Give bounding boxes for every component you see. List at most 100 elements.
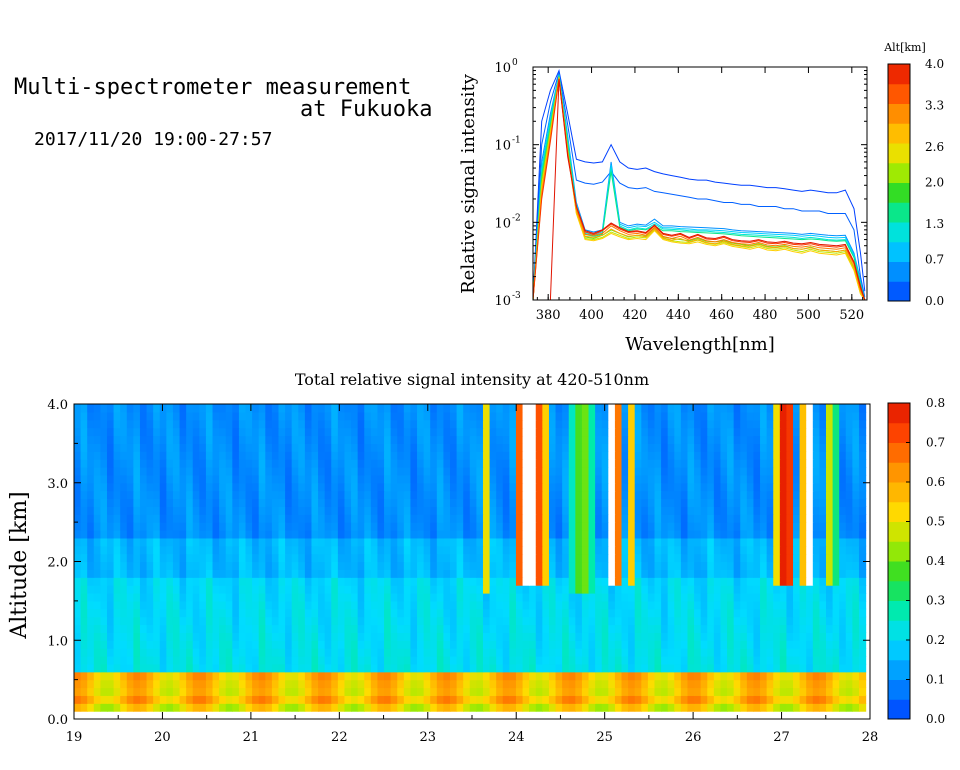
- heatmap-cell: [489, 679, 497, 689]
- heatmap-cell: [291, 687, 299, 696]
- heatmap-cell: [364, 656, 372, 665]
- heatmap-cell: [245, 467, 253, 476]
- heatmap-cell: [852, 482, 860, 492]
- heatmap-cell: [819, 585, 827, 594]
- heatmap-cell: [826, 600, 834, 610]
- heatmap-cell: [509, 451, 517, 460]
- heatmap-cell: [707, 569, 715, 578]
- heatmap-cell: [806, 482, 814, 492]
- heatmap-cell: [100, 585, 108, 594]
- heatmap-cell: [443, 585, 451, 594]
- heatmap-cell: [700, 656, 708, 665]
- heatmap-cell: [219, 703, 227, 712]
- heatmap-cell: [93, 443, 101, 452]
- heatmap-cell: [364, 585, 372, 594]
- heatmap-cell: [337, 427, 346, 437]
- heatmap-cell: [430, 663, 438, 673]
- heatmap-cell: [852, 443, 860, 452]
- heatmap-cell: [139, 608, 148, 618]
- heatmap-cell: [192, 561, 200, 570]
- heatmap-cell: [753, 537, 761, 547]
- heatmap-cell: [502, 671, 510, 681]
- heatmap-cell: [806, 561, 814, 570]
- heatmap-cell: [384, 585, 392, 594]
- heatmap-cell: [120, 451, 128, 460]
- heatmap-cell: [509, 482, 517, 492]
- heatmap-cell: [311, 561, 319, 570]
- heatmap-cell: [700, 411, 708, 421]
- heatmap-cell: [159, 656, 167, 665]
- heatmap-cell: [252, 553, 260, 563]
- heatmap-cell: [106, 632, 115, 641]
- heatmap-cell: [647, 427, 656, 437]
- heatmap-cell: [700, 427, 708, 437]
- heatmap-cell: [753, 522, 761, 531]
- heatmap-cell: [667, 640, 675, 649]
- heatmap-cell: [271, 569, 280, 578]
- heatmap-cell: [661, 561, 669, 570]
- heatmap-cell: [641, 545, 649, 555]
- heatmap-cell: [219, 695, 227, 704]
- heatmap-cell: [713, 600, 722, 610]
- heatmap-cell: [331, 687, 339, 696]
- heatmap-cell: [746, 530, 755, 539]
- heatmap-cell: [839, 553, 847, 563]
- heatmap-cell: [773, 687, 781, 696]
- heatmap-cell: [120, 545, 128, 555]
- heatmap-cell: [555, 656, 563, 665]
- heatmap-cell: [753, 616, 761, 626]
- heatmap-cell: [285, 695, 293, 704]
- heatmap-cell: [845, 482, 853, 492]
- heatmap-cell: [410, 577, 418, 586]
- heatmap-cell: [410, 656, 418, 665]
- heatmap-cell: [812, 687, 821, 696]
- heatmap-cell: [661, 671, 669, 681]
- heatmap-cell: [212, 514, 220, 523]
- heatmap-cell: [753, 435, 761, 444]
- heatmap-cell: [621, 687, 629, 696]
- heatmap-cell: [344, 443, 352, 452]
- heatmap-cell: [476, 593, 484, 602]
- heatmap-cell: [397, 663, 405, 673]
- heatmap-cell: [601, 600, 609, 610]
- heatmap-cell: [469, 687, 477, 696]
- heatmap-cell: [456, 427, 464, 437]
- heatmap-cell: [568, 593, 576, 602]
- heatmap-cell: [357, 656, 365, 665]
- heatmap-cell: [476, 561, 484, 570]
- heatmap-cell: [186, 467, 194, 476]
- heatmap-cell: [80, 435, 88, 444]
- heatmap-cell: [278, 640, 286, 649]
- heatmap-cell: [192, 585, 200, 594]
- heatmap-cell: [120, 514, 128, 523]
- heatmap-cell: [126, 474, 134, 484]
- heatmap-cell: [773, 435, 781, 444]
- heatmap-cell: [529, 537, 537, 547]
- heatmap-cell: [529, 451, 537, 460]
- heatmap-cell: [304, 640, 313, 649]
- heatmap-cell: [826, 530, 834, 539]
- heatmap-cell: [614, 553, 623, 563]
- heatmap-cell: [799, 561, 807, 570]
- heatmap-cell: [403, 545, 412, 555]
- heatmap-cell: [773, 648, 781, 657]
- heatmap-cell: [212, 498, 220, 507]
- heatmap-cell: [126, 585, 134, 594]
- heatmap-cell: [766, 608, 774, 618]
- heatmap-cell: [100, 506, 108, 515]
- heatmap-cell: [588, 648, 596, 657]
- heatmap-cell: [746, 459, 755, 468]
- heatmap-x-tick-label: 20: [154, 730, 171, 745]
- heatmap-cell: [529, 419, 537, 429]
- heatmap-cell: [384, 443, 392, 452]
- heatmap-cell: [740, 404, 748, 413]
- heatmap-cell: [166, 537, 174, 547]
- heatmap-cell: [760, 703, 768, 712]
- heatmap-cell: [562, 490, 570, 500]
- heatmap-cell: [786, 616, 794, 626]
- heatmap-cell: [423, 474, 431, 484]
- heatmap-cell: [568, 490, 576, 500]
- heatmap-cell: [304, 435, 313, 444]
- heatmap-cell: [205, 498, 214, 507]
- heatmap-cell: [746, 703, 755, 712]
